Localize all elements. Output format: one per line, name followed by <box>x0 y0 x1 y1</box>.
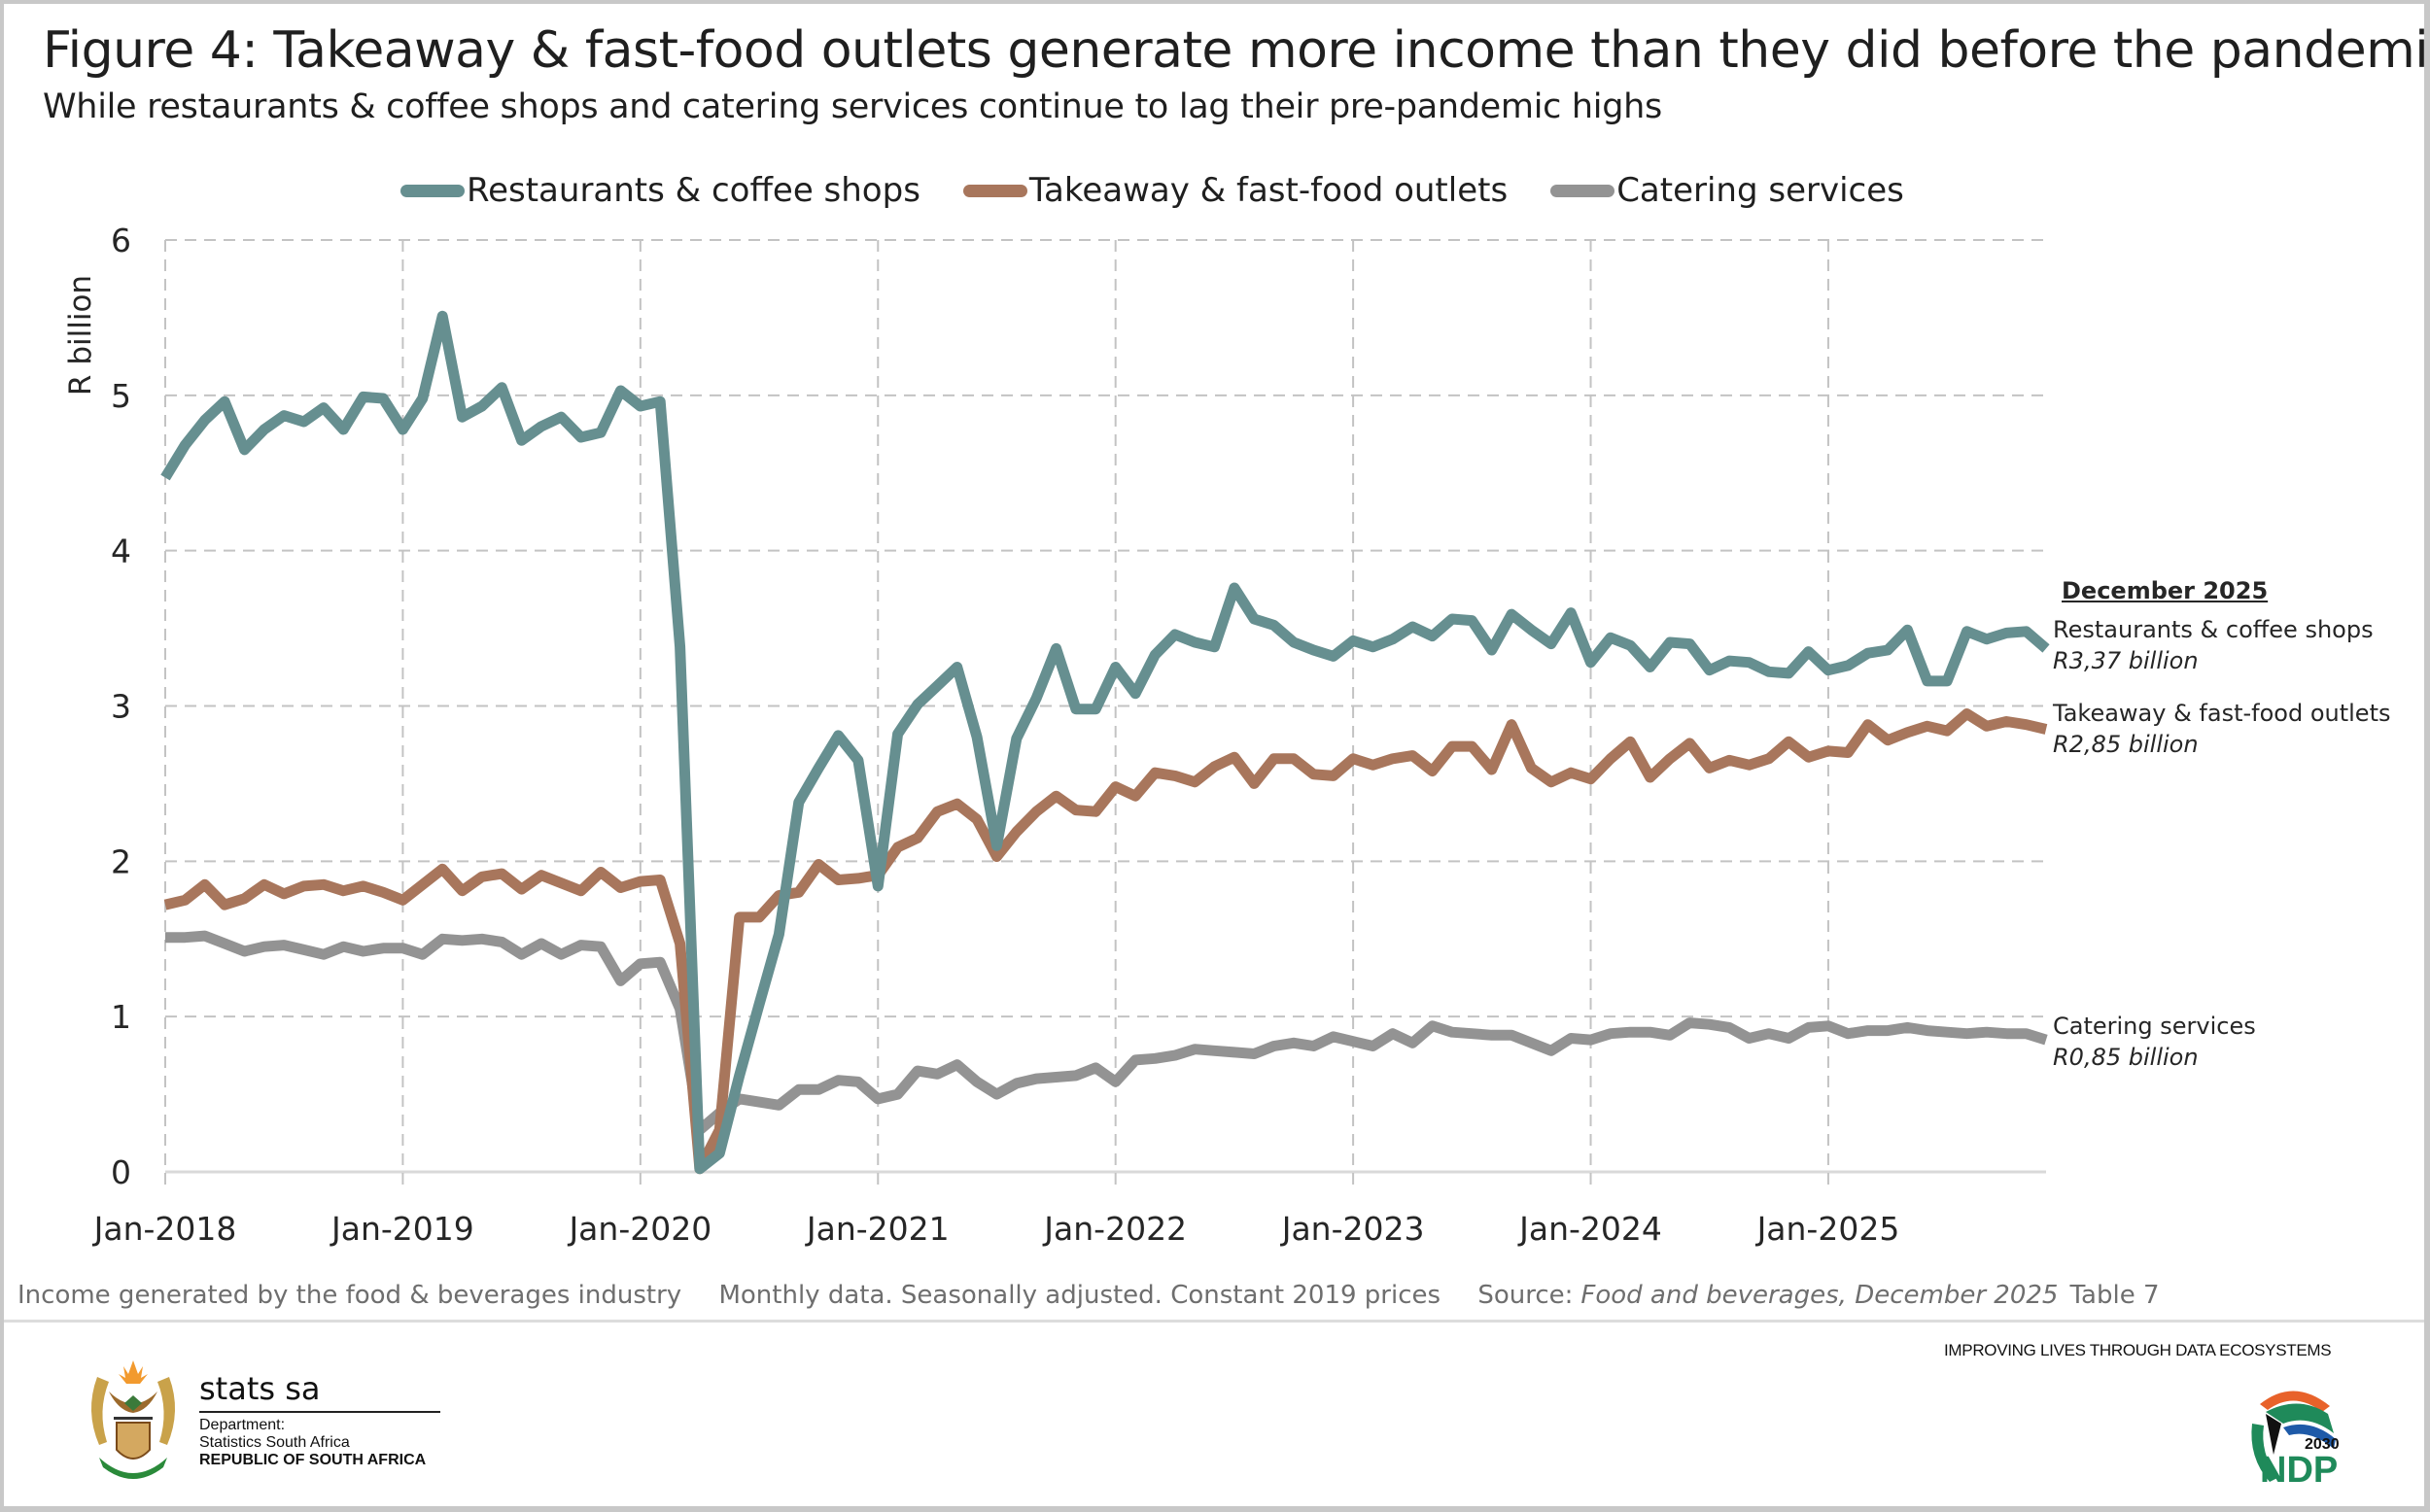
y-tick-label: 3 <box>111 688 131 726</box>
x-tick-label: Jan-2023 <box>1280 1210 1425 1248</box>
chart-title: Figure 4: Takeaway & fast-food outlets g… <box>43 21 2430 80</box>
ndp-2030-logo: 2030 NDP <box>2251 1391 2340 1487</box>
legend-label-catering: Catering services <box>1616 171 1904 210</box>
y-tick-label: 1 <box>111 998 131 1036</box>
annotation-restaurants-label: Restaurants & coffee shops <box>2053 616 2374 643</box>
y-tick-label: 0 <box>111 1153 131 1191</box>
annotation-restaurants: Restaurants & coffee shops R3,37 billion <box>2053 614 2374 676</box>
legend-swatch-restaurants <box>400 184 465 197</box>
footnote-source-prefix: Source: <box>1477 1281 1574 1310</box>
x-tick-label: Jan-2020 <box>567 1210 712 1248</box>
annotation-catering-value: R0,85 billion <box>2053 1044 2199 1071</box>
legend-item-restaurants[interactable]: Restaurants & coffee shops <box>400 171 920 210</box>
footnote-description: Income generated by the food & beverages… <box>17 1281 682 1310</box>
annotation-takeaway-value: R2,85 billion <box>2053 731 2199 758</box>
legend-label-takeaway: Takeaway & fast-food outlets <box>1028 171 1509 210</box>
annotation-takeaway: Takeaway & fast-food outlets R2,85 billi… <box>2053 698 2390 760</box>
x-tick-label: Jan-2021 <box>805 1210 950 1248</box>
footnote-source-table: Table 7 <box>2069 1281 2160 1310</box>
chart-legend: Restaurants & coffee shops Takeaway & fa… <box>400 171 1904 210</box>
y-axis-ticks: 0 1 2 3 4 5 6 <box>111 222 131 1191</box>
chart-footnote: Income generated by the food & beverages… <box>17 1281 2189 1310</box>
x-tick-label: Jan-2025 <box>1755 1210 1900 1248</box>
chart-subtitle: While restaurants & coffee shops and cat… <box>43 87 1662 126</box>
org-name: stats sa <box>199 1370 321 1407</box>
y-tick-label: 2 <box>111 842 131 880</box>
legend-swatch-catering <box>1550 184 1615 197</box>
footer-divider <box>4 1320 2424 1323</box>
footnote-method: Monthly data. Seasonally adjusted. Const… <box>718 1281 1441 1310</box>
gridlines <box>164 239 2046 1189</box>
y-tick-label: 6 <box>111 222 131 259</box>
footnote-source-title: Food and beverages, December 2025 <box>1580 1281 2059 1310</box>
x-tick-label: Jan-2022 <box>1042 1210 1187 1248</box>
org-department: Department: Statistics South Africa REPU… <box>199 1417 426 1469</box>
x-tick-label: Jan-2024 <box>1517 1210 1662 1248</box>
x-tick-label: Jan-2018 <box>92 1210 237 1248</box>
series-line-catering-services[interactable] <box>165 930 2048 1136</box>
annotation-catering: Catering services R0,85 billion <box>2053 1011 2256 1073</box>
series-lines <box>160 310 2050 1175</box>
org-rule <box>199 1411 440 1413</box>
line-chart: 0 1 2 3 4 5 6 Jan-2018 Jan-2019 Jan-2020 Jan-2021… <box>63 222 2050 1248</box>
series-line-restaurants-coffee-shops[interactable] <box>160 310 2050 1175</box>
figure-frame <box>4 4 2424 1506</box>
legend-item-takeaway[interactable]: Takeaway & fast-food outlets <box>962 171 1509 210</box>
ndp-text: NDP <box>2260 1450 2338 1487</box>
footer-tagline: IMPROVING LIVES THROUGH DATA ECOSYSTEMS <box>1944 1341 2332 1359</box>
legend-label-restaurants: Restaurants & coffee shops <box>467 171 920 210</box>
annotation-takeaway-label: Takeaway & fast-food outlets <box>2053 700 2391 727</box>
y-tick-label: 5 <box>111 377 131 415</box>
legend-item-catering[interactable]: Catering services <box>1550 171 1904 210</box>
ndp-year: 2030 <box>2305 1436 2340 1453</box>
x-axis-ticks: Jan-2018 Jan-2019 Jan-2020 Jan-2021 Jan-2022… <box>92 1210 1900 1248</box>
x-tick-label: Jan-2019 <box>330 1210 474 1248</box>
y-tick-label: 4 <box>111 533 131 570</box>
coat-of-arms-logo <box>90 1360 176 1479</box>
annotation-catering-label: Catering services <box>2053 1013 2256 1040</box>
annotation-heading: December 2025 <box>2062 577 2269 604</box>
legend-swatch-takeaway <box>962 184 1027 197</box>
y-axis-title: R billion <box>63 275 98 395</box>
dept-line-1: Department: <box>199 1417 286 1433</box>
series-line-takeaway-fast-food-outlets[interactable] <box>163 708 2048 1175</box>
dept-line-3: REPUBLIC OF SOUTH AFRICA <box>199 1452 427 1468</box>
dept-line-2: Statistics South Africa <box>199 1434 350 1451</box>
annotation-restaurants-value: R3,37 billion <box>2053 647 2199 674</box>
